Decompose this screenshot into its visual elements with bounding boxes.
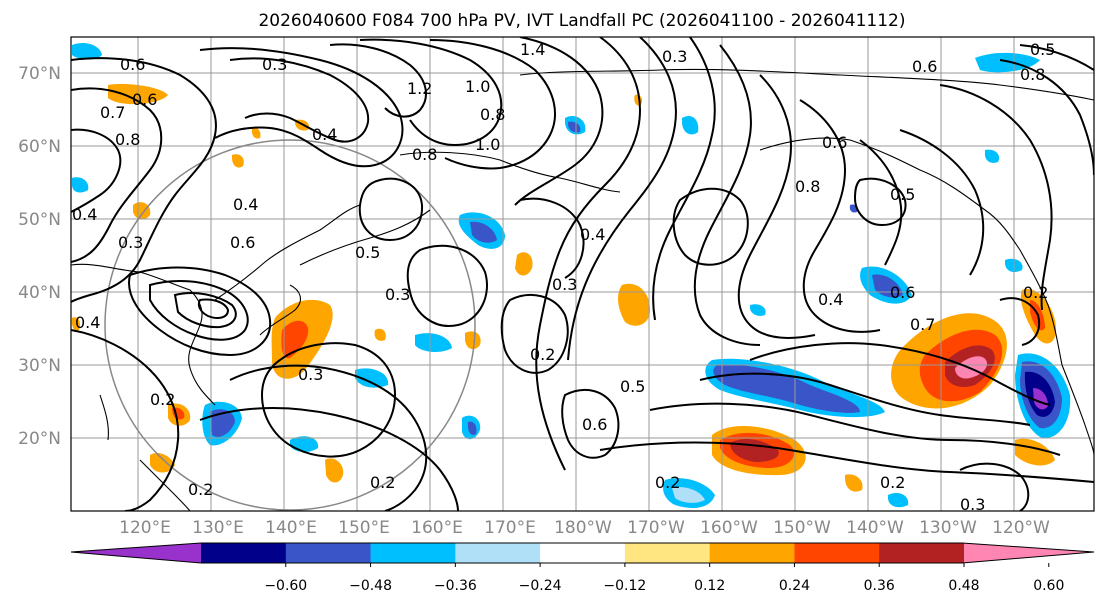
lon-label: 140°W [846, 518, 904, 538]
range-circle [104, 139, 476, 511]
colorbar-segment [794, 543, 880, 563]
colorbar-extend-min [71, 543, 201, 563]
pv-contours [71, 37, 1094, 511]
contour-label: 0.8 [115, 130, 140, 149]
lon-label: 160°E [411, 518, 463, 538]
contour-label: 0.5 [355, 243, 380, 262]
contour-label: 0.4 [72, 205, 97, 224]
colorbar-segment [879, 543, 965, 563]
lon-label: 120°E [119, 518, 171, 538]
colorbar-tick-label: −0.36 [434, 578, 477, 594]
contour-label: 0.8 [795, 177, 820, 196]
colorbar-tick-label: 0.48 [948, 578, 979, 594]
map-background [71, 37, 1094, 511]
colorbar-extend-max [964, 543, 1094, 563]
contour-label: 0.4 [312, 125, 337, 144]
contour-label: 0.8 [412, 145, 437, 164]
contour-label: 0.5 [620, 377, 645, 396]
lon-label: 150°W [773, 518, 831, 538]
contour-label: 0.2 [1023, 283, 1048, 302]
contour-labels: 0.6 0.6 0.7 0.8 0.4 0.3 0.4 1.4 1.2 1.0 … [72, 40, 1055, 514]
contour-label: 0.2 [370, 473, 395, 492]
lat-label: 50°N [18, 210, 61, 230]
colorbar-outline [70, 542, 1095, 564]
colorbar-segment [285, 543, 372, 563]
contour-label: 0.3 [118, 233, 143, 252]
lon-label: 160°W [700, 518, 758, 538]
colorbar-segments [71, 543, 1094, 563]
map-panel: 0.6 0.6 0.7 0.8 0.4 0.3 0.4 1.4 1.2 1.0 … [70, 36, 1095, 514]
contour-label: 0.4 [580, 225, 605, 244]
colorbar-tick-label: 0.60 [1033, 578, 1064, 594]
contour-label: 0.6 [822, 133, 847, 152]
colorbar-ticks: −0.60 −0.48 −0.36 −0.24 −0.12 0.12 0.24 0.36 0.4… [264, 563, 1064, 594]
lon-label: 180°W [554, 518, 612, 538]
contour-label: 1.0 [465, 77, 490, 96]
colorbar-segment [370, 543, 456, 563]
lat-label: 70°N [18, 64, 61, 84]
contour-label: 0.3 [552, 275, 577, 294]
contour-label: 0.4 [818, 290, 843, 309]
contour-label: 0.6 [582, 415, 607, 434]
contour-label: 0.3 [385, 285, 410, 304]
map-frame [70, 36, 1095, 512]
contour-label: 0.2 [150, 390, 175, 409]
longitude-labels: 120°E 130°E 140°E 150°E 160°E 170°E 180°… [119, 518, 1050, 538]
colorbar-tick-label: 0.24 [779, 578, 810, 594]
lat-label: 60°N [18, 137, 61, 157]
contour-label: 0.2 [530, 345, 555, 364]
contour-label: 0.8 [1020, 65, 1045, 84]
contour-label: 0.4 [75, 313, 100, 332]
colorbar-tick-label: −0.60 [264, 578, 307, 594]
contour-label: 0.3 [662, 47, 687, 66]
contour-label: 0.6 [890, 283, 915, 302]
lon-label: 120°W [992, 518, 1050, 538]
contour-label: 0.4 [233, 195, 258, 214]
colorbar-tick-label: −0.24 [519, 578, 562, 594]
colorbar-segment [540, 543, 626, 563]
coastlines [71, 68, 1094, 511]
colorbar-segment [624, 543, 711, 563]
lon-label: 170°E [484, 518, 536, 538]
contour-label: 0.8 [480, 105, 505, 124]
contour-label: 1.4 [520, 40, 545, 59]
contour-label: 0.6 [230, 233, 255, 252]
lat-label: 40°N [18, 283, 61, 303]
contour-label: 0.3 [262, 55, 287, 74]
lon-label: 130°E [192, 518, 244, 538]
contour-label: 0.5 [1030, 40, 1055, 59]
contour-label: 1.2 [407, 79, 432, 98]
lon-label: 130°W [919, 518, 977, 538]
contour-label: 0.2 [188, 480, 213, 499]
lon-label: 150°E [338, 518, 390, 538]
contour-label: 0.7 [100, 103, 125, 122]
lon-label: 170°W [627, 518, 685, 538]
colorbar-tick-label: 0.36 [864, 578, 895, 594]
contour-label: 0.5 [890, 185, 915, 204]
contour-label: 0.3 [298, 365, 323, 384]
contour-label: 1.0 [475, 135, 500, 154]
colorbar-tick-label: 0.12 [694, 578, 725, 594]
lat-label: 20°N [18, 429, 61, 449]
colorbar: −0.60 −0.48 −0.36 −0.24 −0.12 0.12 0.24 0.36 0.4… [70, 542, 1095, 594]
colorbar-tick-label: −0.12 [603, 578, 646, 594]
contour-label: 0.2 [880, 473, 905, 492]
contour-label: 0.6 [120, 55, 145, 74]
contour-label: 0.2 [655, 473, 680, 492]
colorbar-tick-label: −0.48 [349, 578, 392, 594]
colorbar-segment [455, 543, 541, 563]
map-title: 2026040600 F084 700 hPa PV, IVT Landfall… [258, 11, 905, 31]
latitude-labels: 70°N 60°N 50°N 40°N 30°N 20°N [18, 64, 61, 449]
colorbar-segment [201, 543, 287, 563]
lat-label: 30°N [18, 356, 61, 376]
contour-label: 0.7 [910, 315, 935, 334]
contour-label: 0.6 [132, 90, 157, 109]
contour-label: 0.3 [960, 495, 985, 514]
contour-label: 0.6 [912, 57, 937, 76]
colorbar-segment [709, 543, 795, 563]
lon-label: 140°E [265, 518, 317, 538]
